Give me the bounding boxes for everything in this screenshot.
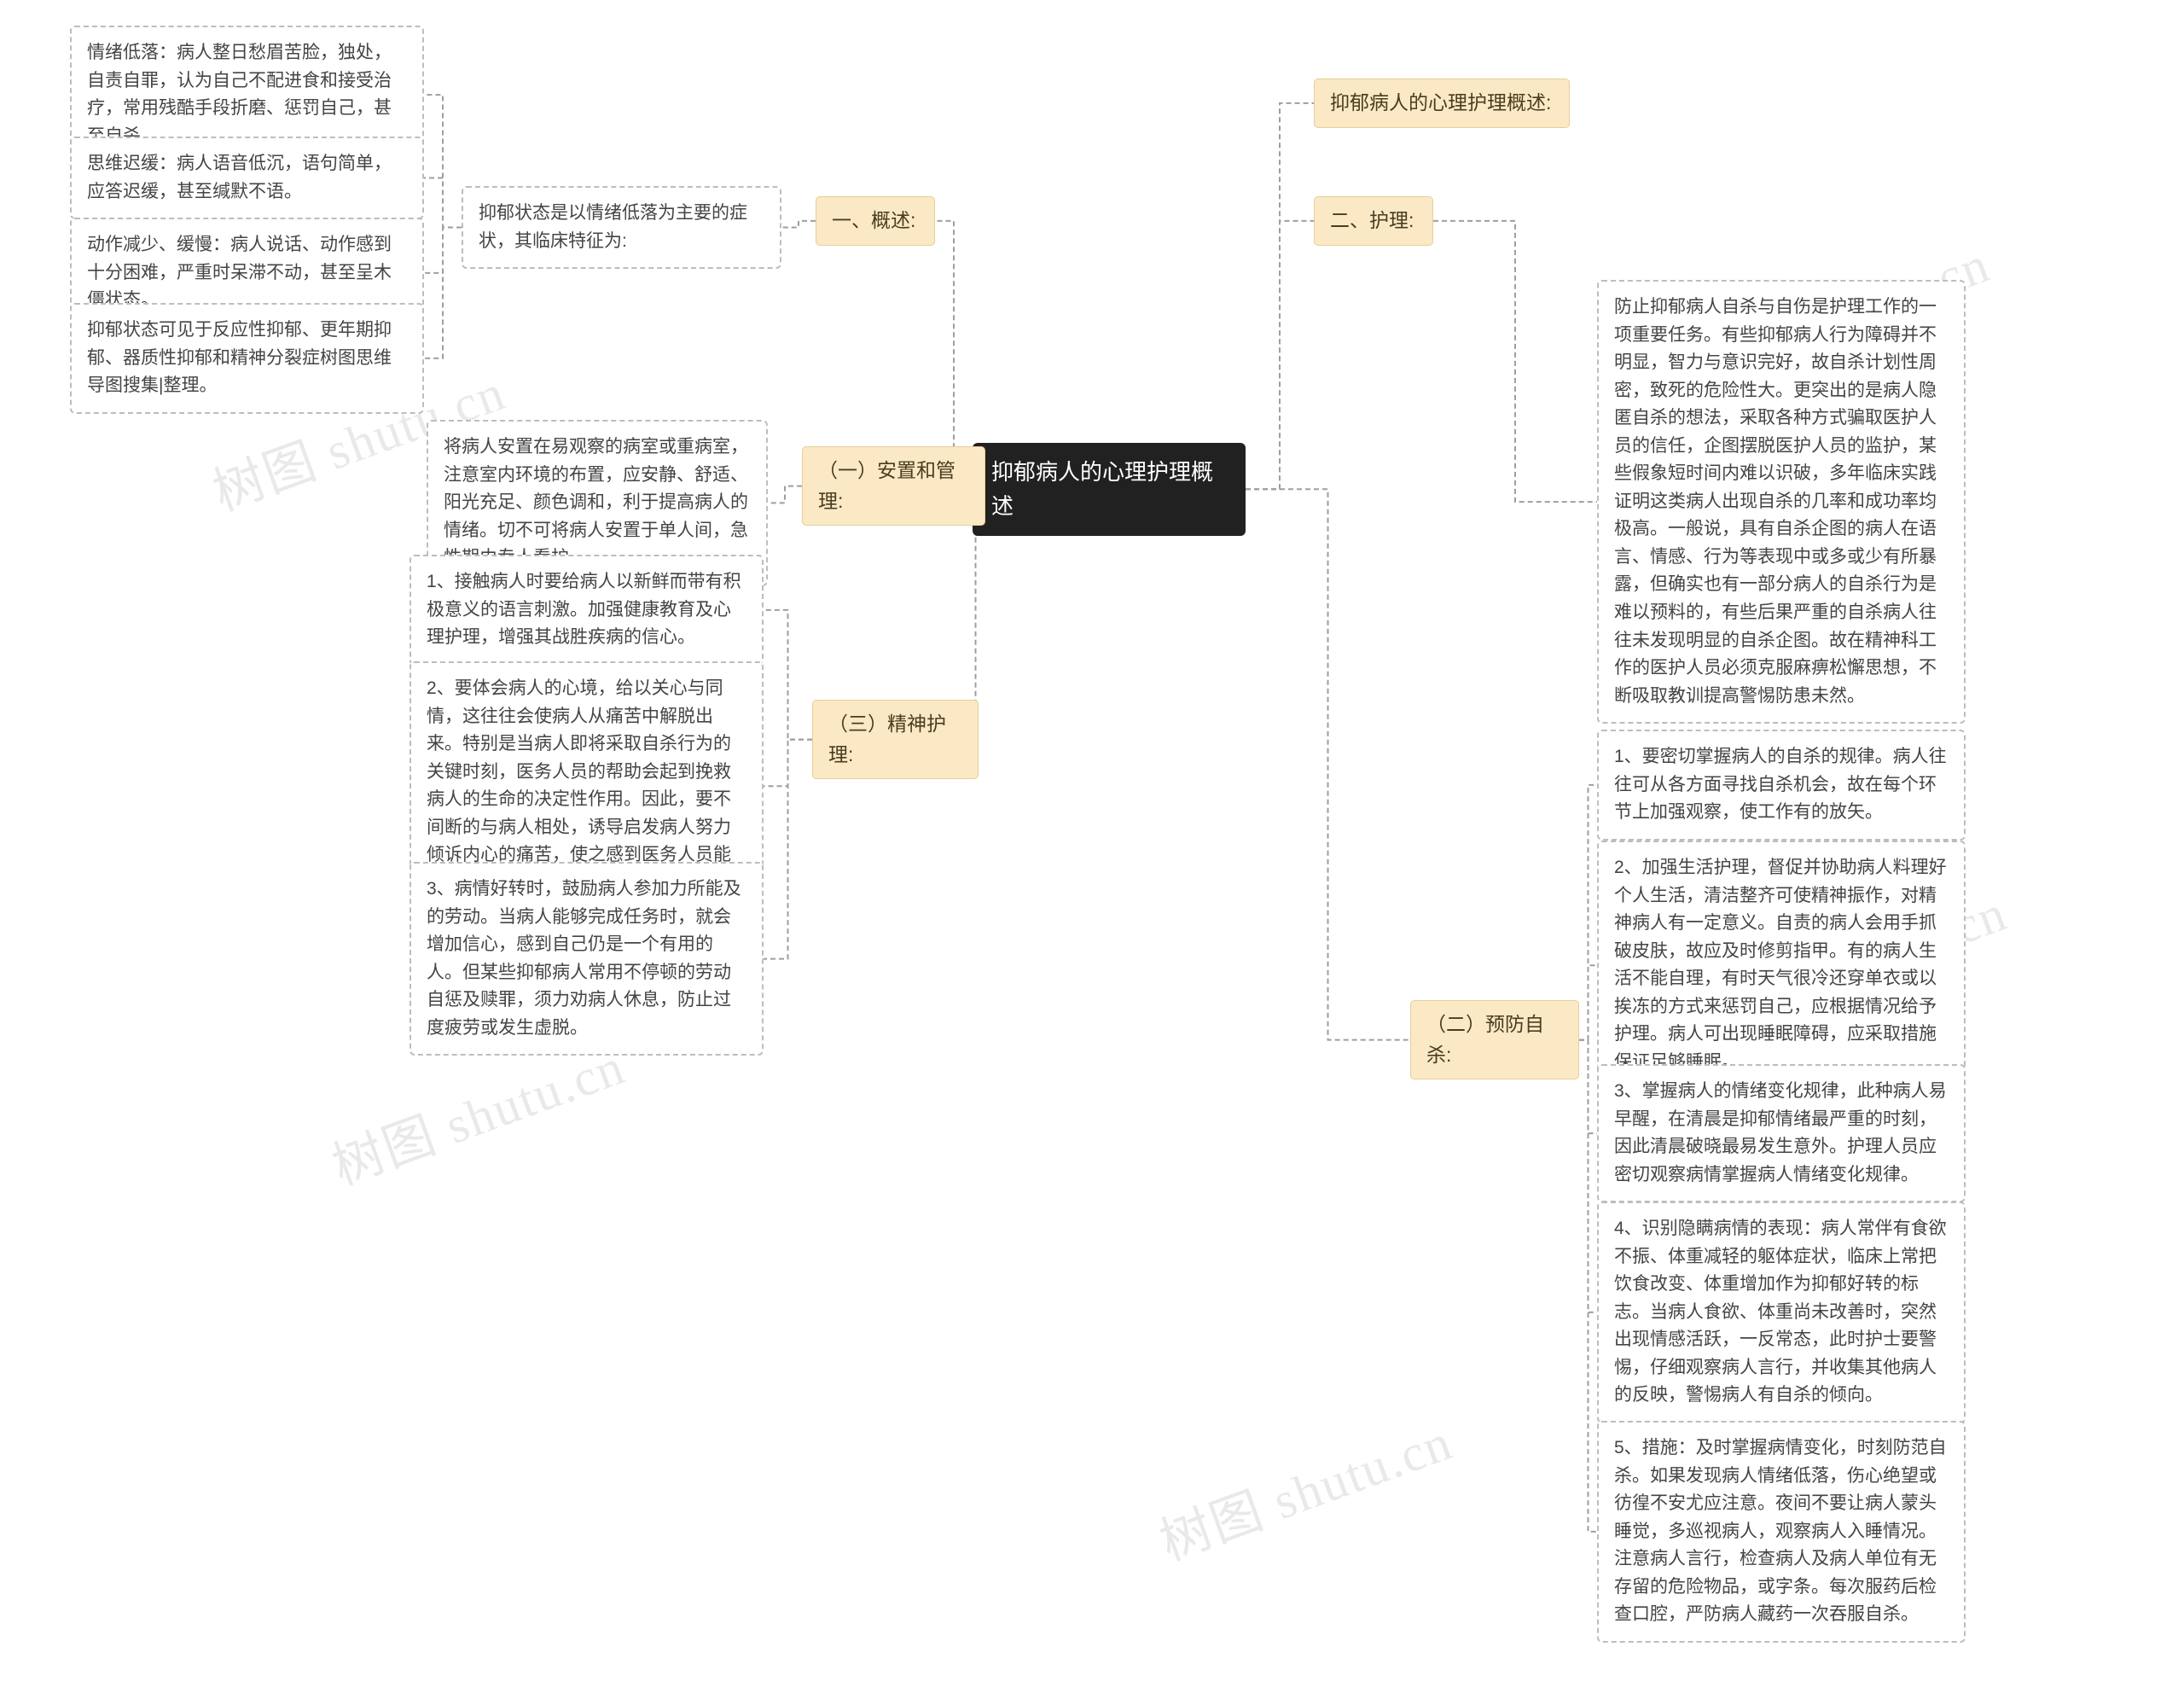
node-mental-care-1[interactable]: 1、接触病人时要给病人以新鲜而带有积极意义的语言刺激。加强健康教育及心理护理，增…: [410, 555, 764, 666]
node-prevent-suicide-4[interactable]: 4、识别隐瞒病情的表现：病人常伴有食欲不振、体重减轻的躯体症状，临床上常把饮食改…: [1597, 1202, 1966, 1423]
node-symptom-types[interactable]: 抑郁状态可见于反应性抑郁、更年期抑郁、器质性抑郁和精神分裂症树图思维导图搜集|整…: [70, 303, 424, 414]
node-title-echo[interactable]: 抑郁病人的心理护理概述:: [1314, 79, 1570, 128]
node-prevent-suicide-2[interactable]: 2、加强生活护理，督促并协助病人料理好个人生活，清洁整齐可使精神振作，对精神病人…: [1597, 841, 1966, 1090]
mindmap-root[interactable]: 抑郁病人的心理护理概述: [973, 443, 1246, 536]
node-mental-care[interactable]: （三）精神护理:: [812, 700, 979, 779]
node-prevent-suicide-5[interactable]: 5、措施：及时掌握病情变化，时刻防范自杀。如果发现病人情绪低落，伤心绝望或彷徨不…: [1597, 1421, 1966, 1643]
node-mental-care-3[interactable]: 3、病情好转时，鼓励病人参加力所能及的劳动。当病人能够完成任务时，就会增加信心，…: [410, 862, 764, 1056]
node-prevent-suicide[interactable]: （二）预防自杀:: [1410, 1000, 1579, 1079]
node-placement[interactable]: （一）安置和管理:: [802, 446, 985, 526]
node-overview-desc[interactable]: 抑郁状态是以情绪低落为主要的症状，其临床特征为:: [462, 186, 781, 269]
node-symptom-thought[interactable]: 思维迟缓：病人语音低沉，语句简单，应答迟缓，甚至缄默不语。: [70, 137, 424, 219]
node-prevent-suicide-1[interactable]: 1、要密切掌握病人的自杀的规律。病人往往可从各方面寻找自杀机会，故在每个环节上加…: [1597, 730, 1966, 841]
node-overview[interactable]: 一、概述:: [816, 196, 935, 246]
node-prevent-suicide-3[interactable]: 3、掌握病人的情绪变化规律，此种病人易早醒，在清晨是抑郁情绪最严重的时刻，因此清…: [1597, 1064, 1966, 1202]
node-nursing-intro[interactable]: 防止抑郁病人自杀与自伤是护理工作的一项重要任务。有些抑郁病人行为障碍并不明显，智…: [1597, 280, 1966, 724]
node-nursing[interactable]: 二、护理:: [1314, 196, 1433, 246]
watermark: 树图 shutu.cn: [1148, 1400, 1461, 1574]
